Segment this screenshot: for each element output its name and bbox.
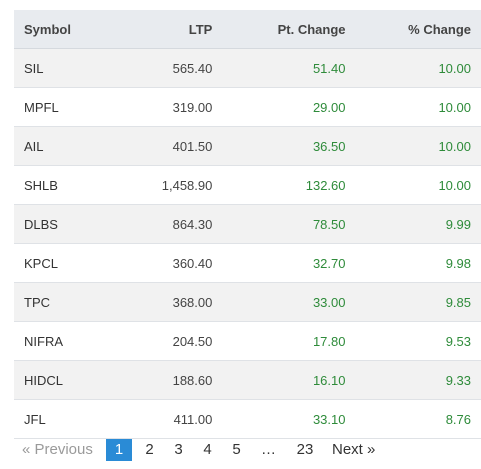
pct-change-cell: 9.99	[355, 204, 481, 244]
header-symbol[interactable]: Symbol	[14, 10, 116, 49]
table-row: MPFL 319.00 29.00 10.00	[14, 87, 481, 127]
pt-change-cell: 29.00	[222, 87, 356, 127]
top-gainers-table: Symbol LTP Pt. Change % Change SIL 565.40…	[14, 10, 481, 439]
previous-page-link: « Previous	[22, 440, 93, 458]
pt-change-cell: 36.50	[222, 126, 356, 166]
table-row: HIDCL 188.60 16.10 9.33	[14, 360, 481, 400]
next-page-link[interactable]: Next »	[332, 440, 376, 458]
pt-change-cell: 32.70	[222, 243, 356, 283]
table-row: JFL 411.00 33.10 8.76	[14, 399, 481, 439]
symbol-cell[interactable]: MPFL	[14, 87, 116, 127]
pagination-ellipsis: …	[261, 440, 276, 458]
ltp-cell: 864.30	[115, 204, 223, 244]
page-4-link[interactable]: 4	[203, 440, 212, 458]
pct-change-cell: 9.85	[355, 282, 481, 322]
pt-change-cell: 33.10	[222, 399, 356, 439]
page-1-link[interactable]: 1	[106, 438, 132, 461]
pct-change-cell: 9.53	[355, 321, 481, 361]
page-23-link[interactable]: 23	[296, 440, 314, 458]
pt-change-cell: 33.00	[222, 282, 356, 322]
header-pt-change[interactable]: Pt. Change	[222, 10, 356, 49]
ltp-cell: 1,458.90	[115, 165, 223, 205]
page-2-link[interactable]: 2	[145, 440, 154, 458]
ltp-cell: 401.50	[115, 126, 223, 166]
ltp-cell: 411.00	[115, 399, 223, 439]
pct-change-cell: 9.98	[355, 243, 481, 283]
pct-change-cell: 8.76	[355, 399, 481, 439]
table-row: AIL 401.50 36.50 10.00	[14, 126, 481, 166]
pt-change-cell: 132.60	[222, 165, 356, 205]
ltp-cell: 368.00	[115, 282, 223, 322]
ltp-cell: 188.60	[115, 360, 223, 400]
ltp-cell: 360.40	[115, 243, 223, 283]
symbol-cell[interactable]: NIFRA	[14, 321, 116, 361]
symbol-cell[interactable]: SHLB	[14, 165, 116, 205]
table-row: SHLB 1,458.90 132.60 10.00	[14, 165, 481, 205]
symbol-cell[interactable]: TPC	[14, 282, 116, 322]
pt-change-cell: 16.10	[222, 360, 356, 400]
symbol-cell[interactable]: KPCL	[14, 243, 116, 283]
table-row: DLBS 864.30 78.50 9.99	[14, 204, 481, 244]
table-row: NIFRA 204.50 17.80 9.53	[14, 321, 481, 361]
symbol-cell[interactable]: HIDCL	[14, 360, 116, 400]
table-row: TPC 368.00 33.00 9.85	[14, 282, 481, 322]
pct-change-cell: 10.00	[355, 126, 481, 166]
pt-change-cell: 78.50	[222, 204, 356, 244]
ltp-cell: 565.40	[115, 48, 223, 88]
table-row: SIL 565.40 51.40 10.00	[14, 48, 481, 88]
symbol-cell[interactable]: AIL	[14, 126, 116, 166]
pt-change-cell: 51.40	[222, 48, 356, 88]
header-ltp[interactable]: LTP	[115, 10, 223, 49]
pct-change-cell: 10.00	[355, 48, 481, 88]
pct-change-cell: 10.00	[355, 87, 481, 127]
page-3-link[interactable]: 3	[174, 440, 183, 458]
symbol-cell[interactable]: SIL	[14, 48, 116, 88]
symbol-cell[interactable]: DLBS	[14, 204, 116, 244]
pct-change-cell: 10.00	[355, 165, 481, 205]
table-header-row: Symbol LTP Pt. Change % Change	[14, 10, 481, 49]
symbol-cell[interactable]: JFL	[14, 399, 116, 439]
ltp-cell: 319.00	[115, 87, 223, 127]
pagination: « Previous 1 2 3 4 5 … 23 Next »	[14, 437, 384, 462]
pt-change-cell: 17.80	[222, 321, 356, 361]
header-pct-change[interactable]: % Change	[355, 10, 481, 49]
pct-change-cell: 9.33	[355, 360, 481, 400]
table-row: KPCL 360.40 32.70 9.98	[14, 243, 481, 283]
ltp-cell: 204.50	[115, 321, 223, 361]
page-5-link[interactable]: 5	[232, 440, 241, 458]
